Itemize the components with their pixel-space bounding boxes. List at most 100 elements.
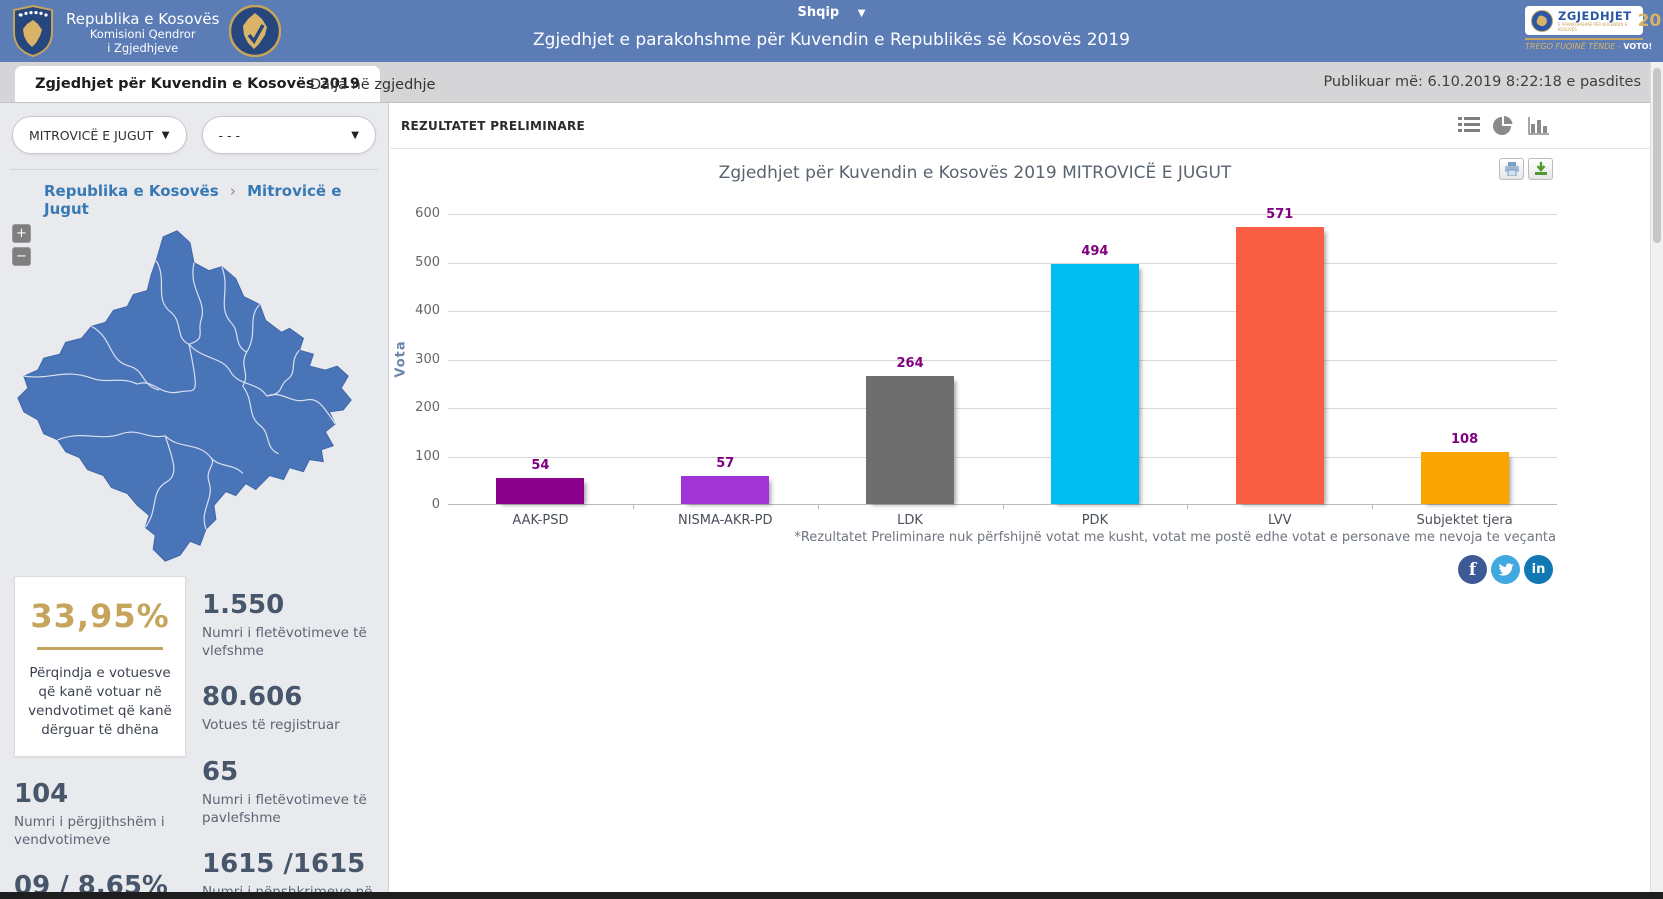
chart-title: Zgjedhjet për Kuvendin e Kosovës 2019 MI… [718,163,1232,183]
published-timestamp: Publikuar më: 6.10.2019 8:22:18 e pasdit… [1323,74,1641,90]
elections-logo-year: 2019 [1637,10,1663,31]
bar-value-label: 108 [1451,431,1479,447]
gridline [448,408,1557,409]
x-axis-category-label: AAK-PSD [512,513,569,528]
chevron-down-icon: ▼ [161,129,170,141]
subregion-dropdown-value: - - - [218,127,240,143]
stat-value: 80.606 [202,682,303,713]
stat-value: 1615 /1615 [202,849,366,880]
institution-line2: Komisioni Qendror [89,27,196,42]
elections-logo-emblem-icon [1531,9,1553,32]
bar-lvv[interactable] [1235,227,1324,504]
tab-zgjedhjet-kuvendin[interactable]: Zgjedhjet për Kuvendin e Kosovës 2019 [15,66,380,102]
bar-ldk[interactable] [866,375,955,504]
subregion-dropdown[interactable]: - - - ▼ [201,116,376,154]
panel-title: REZULTATET PRELIMINARE [401,119,586,133]
pie-chart-view-icon[interactable] [1493,116,1515,135]
institution-name: Republika e Kosovës Komisioni Qendror i … [66,10,220,55]
linkedin-icon[interactable]: in [1524,555,1553,584]
language-label: Shqip [797,5,840,20]
gridline [448,456,1557,458]
y-axis-tick: 600 [415,206,440,221]
institution-line3: i Zgjedhjeve [107,40,179,55]
tab-dalja-ne-zgjedhje[interactable]: Dalja në zgjedhje [310,77,436,93]
social-share: f in [1458,555,1553,584]
scrollbar-thumb[interactable] [1653,68,1661,243]
bar-value-label: 494 [1081,244,1109,260]
y-axis-tick: 500 [415,254,440,270]
bar-aak-psd[interactable] [496,477,585,504]
elections-logo-subtext: E PARAKOHSHME PËR KUVENDIN E KOSOVËS [1558,22,1628,32]
bar-nisma-akr-pd[interactable] [681,476,770,504]
stat-number-percentage: 09 / 8,65% Numri / përqindja e [14,871,186,893]
facebook-icon[interactable]: f [1458,555,1487,584]
x-axis-tick [1002,505,1004,509]
stat-label: Numri i fletëvotimeve të pavlefshme [202,791,367,826]
kqz-round-logo-icon [229,4,282,61]
breadcrumb: Republika e Kosovës › Mitrovicë e Jugut [0,170,388,218]
kosovo-map-svg[interactable] [4,220,382,572]
page-title: Zgjedhjet e parakohshme për Kuvendin e R… [533,30,1130,50]
sidebar: MITROVICË E JUGUT ▼ - - - ▼ Republika e … [0,103,389,893]
scrollbar [1650,62,1663,899]
language-selector[interactable]: Shqip ▼ [0,5,1663,20]
bar-chart-view-icon[interactable] [1528,116,1550,135]
stat-label: Numri i fletëvotimeve të vlefshme [202,625,367,660]
x-axis-category-label: NISMA-AKR-PD [677,513,773,528]
list-view-icon[interactable] [1458,116,1480,134]
kosovo-shield-logo-icon [10,4,56,62]
elections-logo-word: ZGJEDHJET [1558,9,1632,23]
y-axis-tick: 400 [415,303,440,318]
x-axis-tick [817,505,819,509]
gridline [448,214,1557,215]
map-zoom-in-button[interactable]: + [12,224,31,243]
x-axis-category-label: Subjektet tjera [1416,513,1513,528]
region-dropdown[interactable]: MITROVICË E JUGUT ▼ [12,116,187,154]
download-chart-button[interactable] [1528,158,1553,180]
bar-value-label: 264 [896,355,924,371]
stat-label: Votues të regjistruar [202,717,340,734]
gridline [448,359,1557,361]
elections-logo-slogan: TREGO FUQINË TËNDE - VOTO! [1525,37,1652,51]
bar-subjektet-tjera[interactable] [1420,451,1509,504]
twitter-icon[interactable] [1491,555,1520,584]
stat-value: 65 [202,756,239,787]
divider [10,169,378,170]
stat-value: 09 / 8,65% [14,871,168,893]
kosovo-map[interactable]: + − [0,220,388,572]
bar-value-label: 54 [531,457,550,473]
turnout-value: 33,95% [30,597,170,635]
elections-2019-logo: ZGJEDHJET E PARAKOHSHME PËR KUVENDIN E K… [1525,6,1663,51]
x-axis-tick [1372,505,1374,509]
stat-label: Numri i përgjithshëm i vendvotimeve [14,813,165,848]
stat-signatures-lpv: 1615 /1615 Numri i nënshkrimeve në LPV /… [202,849,374,893]
breadcrumb-current: Mitrovicë e Jugut [44,182,342,218]
tab-bar: Zgjedhjet për Kuvendin e Kosovës 2019 Da… [0,62,1663,103]
x-axis-category-label: LDK [897,513,923,528]
stat-value: 104 [14,778,69,809]
bottom-bar [0,892,1663,899]
turnout-label: Përqindja e votuesve që kanë votuar në v… [28,665,172,738]
breadcrumb-separator: › [229,182,236,200]
gridline [448,311,1557,312]
x-axis-tick [632,505,634,509]
institution-line1: Republika e Kosovës [66,10,220,29]
x-axis-tick [1187,505,1189,509]
breadcrumb-root-link[interactable]: Republika e Kosovës [44,182,219,200]
y-axis-tick: 100 [415,448,440,464]
bar-pdk[interactable] [1050,264,1139,504]
map-zoom-out-button[interactable]: − [12,247,31,266]
stat-polling-stations: 104 Numri i përgjithshëm i vendvotimeve [14,779,186,849]
stat-registered-voters: 80.606 Votues të regjistruar [202,682,374,734]
stat-valid-ballots: 1.550 Numri i fletëvotimeve të vlefshme [202,590,374,660]
stat-invalid-ballots: 65 Numri i fletëvotimeve të pavlefshme [202,757,374,827]
region-dropdown-value: MITROVICË E JUGUT [29,127,154,143]
chart-section: Zgjedhjet për Kuvendin e Kosovës 2019 MI… [390,149,1650,829]
print-chart-button[interactable] [1499,158,1524,180]
stat-value: 1.550 [202,590,285,620]
results-panel: REZULTATET PRELIMINARE [390,103,1650,893]
y-axis-tick: 200 [415,400,440,415]
gridline [448,262,1557,264]
chart-plot: Vota 0 100 200 300 400 500 600 54 AAK-PSD 57 NISMA… [394,206,1557,528]
